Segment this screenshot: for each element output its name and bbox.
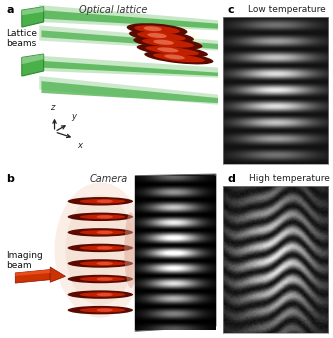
Ellipse shape <box>80 261 126 266</box>
Ellipse shape <box>68 275 133 283</box>
Polygon shape <box>39 56 218 78</box>
Ellipse shape <box>80 308 126 312</box>
Text: Low temperature: Low temperature <box>248 5 326 14</box>
Polygon shape <box>39 25 218 51</box>
Ellipse shape <box>124 212 138 288</box>
Ellipse shape <box>97 277 113 281</box>
Ellipse shape <box>80 292 126 297</box>
Ellipse shape <box>137 44 208 57</box>
Ellipse shape <box>164 54 185 59</box>
Text: a: a <box>7 5 14 15</box>
Ellipse shape <box>146 46 199 55</box>
Polygon shape <box>39 5 218 30</box>
Ellipse shape <box>68 290 133 299</box>
Text: b: b <box>7 174 14 184</box>
Ellipse shape <box>80 215 126 219</box>
Polygon shape <box>22 54 44 64</box>
Ellipse shape <box>68 259 133 268</box>
Ellipse shape <box>144 26 162 31</box>
Ellipse shape <box>97 293 113 296</box>
Text: Camera: Camera <box>90 174 128 184</box>
Ellipse shape <box>68 213 133 221</box>
Polygon shape <box>15 270 50 283</box>
Ellipse shape <box>97 262 113 265</box>
Text: High temperature: High temperature <box>249 174 330 183</box>
Text: x: x <box>77 141 82 150</box>
Ellipse shape <box>137 32 186 41</box>
Ellipse shape <box>66 195 135 305</box>
Text: c: c <box>227 5 234 15</box>
Text: d: d <box>227 174 235 184</box>
Ellipse shape <box>97 215 113 219</box>
Ellipse shape <box>80 230 126 235</box>
Ellipse shape <box>97 231 113 234</box>
Ellipse shape <box>97 199 113 203</box>
Ellipse shape <box>80 246 126 250</box>
Text: z: z <box>50 102 55 112</box>
Ellipse shape <box>68 306 133 314</box>
Polygon shape <box>41 30 218 49</box>
Ellipse shape <box>97 246 113 249</box>
Ellipse shape <box>127 23 187 36</box>
Ellipse shape <box>142 39 194 48</box>
Ellipse shape <box>80 277 126 281</box>
Polygon shape <box>41 81 218 103</box>
Polygon shape <box>22 7 44 15</box>
Ellipse shape <box>68 244 133 252</box>
Polygon shape <box>50 267 65 282</box>
Ellipse shape <box>55 183 146 318</box>
Polygon shape <box>41 10 218 29</box>
Polygon shape <box>22 7 44 27</box>
Text: Optical lattice: Optical lattice <box>79 5 148 15</box>
Ellipse shape <box>134 25 180 34</box>
Ellipse shape <box>153 53 205 62</box>
Ellipse shape <box>144 51 213 65</box>
Text: Imaging
beam: Imaging beam <box>7 250 43 270</box>
Text: y: y <box>71 112 76 121</box>
Ellipse shape <box>157 47 178 52</box>
Text: Lattice
beams: Lattice beams <box>7 29 38 48</box>
Text: x: x <box>205 312 209 320</box>
Polygon shape <box>15 270 50 276</box>
Ellipse shape <box>155 26 203 64</box>
Ellipse shape <box>153 40 174 45</box>
Polygon shape <box>41 61 218 76</box>
Polygon shape <box>22 54 44 76</box>
Ellipse shape <box>68 228 133 237</box>
Polygon shape <box>39 76 218 105</box>
Text: z: z <box>168 297 172 306</box>
Ellipse shape <box>80 199 126 203</box>
Ellipse shape <box>68 197 133 206</box>
Ellipse shape <box>147 33 167 38</box>
Ellipse shape <box>133 37 202 50</box>
Polygon shape <box>135 174 216 331</box>
Ellipse shape <box>129 30 194 43</box>
Ellipse shape <box>97 308 113 312</box>
